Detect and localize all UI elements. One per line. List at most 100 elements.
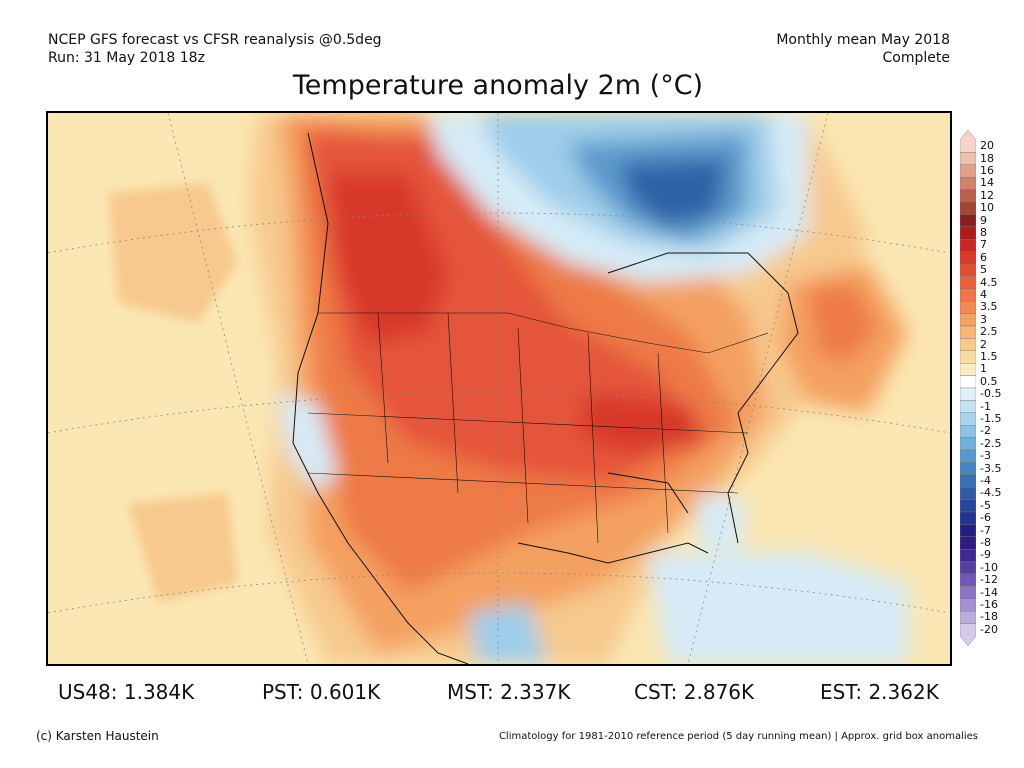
stat-mst: MST: 2.337K xyxy=(447,680,571,704)
colorbar-swatch xyxy=(960,511,976,525)
colorbar-swatch xyxy=(960,362,976,376)
colorbar-tick-label: 20 xyxy=(980,139,994,153)
colorbar-tick-label: -0.5 xyxy=(980,387,1002,401)
colorbar-tick-label: -4 xyxy=(980,474,991,487)
anomaly-map xyxy=(46,111,952,666)
anomaly-field xyxy=(248,113,908,664)
borders xyxy=(307,312,769,544)
stat-pst: PST: 0.601K xyxy=(262,680,381,704)
colorbar-tick-label: -3 xyxy=(980,449,991,463)
colorbar-tick-label: -1.5 xyxy=(980,412,1002,425)
colorbar-swatch xyxy=(960,338,976,351)
colorbar-swatch xyxy=(960,549,976,562)
coastlines xyxy=(292,132,799,664)
colorbar-swatch xyxy=(960,313,976,327)
colorbar-swatch xyxy=(960,400,976,413)
colorbar-swatch xyxy=(960,263,976,277)
colorbar-swatch xyxy=(960,214,976,228)
colorbar-swatch xyxy=(960,177,976,190)
colorbar-tick-label: -1 xyxy=(980,399,991,413)
colorbar-swatch xyxy=(960,238,976,252)
colorbar-swatch xyxy=(960,499,976,513)
colorbar-tick-label: 8 xyxy=(980,226,987,239)
colorbar-tick-label: 5 xyxy=(980,263,987,277)
colorbar-swatch xyxy=(960,487,976,500)
colorbar-swatch xyxy=(960,288,976,302)
colorbar-swatch xyxy=(960,561,976,575)
colorbar-swatch xyxy=(960,611,976,624)
colorbar-swatch xyxy=(960,536,976,550)
colorbar-tick-label: 7 xyxy=(980,238,987,252)
model-description: NCEP GFS forecast vs CFSR reanalysis @0.… xyxy=(48,32,382,48)
colorbar-swatch xyxy=(960,251,976,265)
colorbar-tick-label: 2.5 xyxy=(980,325,998,339)
colorbar-tick-label: 12 xyxy=(980,188,994,202)
colorbar-tick-label: 3.5 xyxy=(980,300,998,314)
stat-us48: US48: 1.384K xyxy=(58,680,195,704)
colorbar-tick-label: -20 xyxy=(980,622,998,636)
completion-status: Complete xyxy=(882,50,950,66)
colorbar-tick-label: -10 xyxy=(980,560,998,574)
colorbar-swatch xyxy=(960,598,976,612)
colorbar-tick-label: 18 xyxy=(980,151,994,165)
header-left: NCEP GFS forecast vs CFSR reanalysis @0.… xyxy=(48,31,382,67)
colorbar-swatch xyxy=(960,130,976,153)
colorbar-tick-label: -4.5 xyxy=(980,486,1002,500)
colorbar-swatch xyxy=(960,387,976,401)
colorbar-tick-label: 1.5 xyxy=(980,350,998,363)
colorbar-swatch xyxy=(960,412,976,426)
colorbar-tick-label: -2 xyxy=(980,424,991,438)
colorbar-swatch xyxy=(960,573,976,587)
colorbar-tick-label: 4.5 xyxy=(980,275,998,289)
colorbar-tick-label: -12 xyxy=(980,573,998,587)
colorbar-tick-label: 0.5 xyxy=(980,374,998,388)
colorbar-tick-label: 3 xyxy=(980,312,987,326)
colorbar xyxy=(960,130,976,646)
map-canvas xyxy=(48,113,950,664)
colorbar-swatch xyxy=(960,226,976,240)
colorbar-tick-label: 14 xyxy=(980,176,994,190)
climatology-note: Climatology for 1981-2010 reference peri… xyxy=(498,731,978,742)
colorbar-swatch xyxy=(960,350,976,364)
colorbar-swatch xyxy=(960,300,976,314)
colorbar-tick-label: -7 xyxy=(980,523,991,537)
colorbar-tick-label: -16 xyxy=(980,598,998,611)
colorbar-swatch xyxy=(960,462,976,475)
colorbar-swatch xyxy=(960,152,976,165)
colorbar-swatch xyxy=(960,325,976,339)
header-right: Monthly mean May 2018 Complete xyxy=(776,31,950,67)
stat-cst: CST: 2.876K xyxy=(634,680,755,704)
colorbar-tick-label: -5 xyxy=(980,498,991,512)
colorbar-swatch xyxy=(960,474,976,488)
colorbar-swatch xyxy=(960,586,976,599)
colorbar-swatch xyxy=(960,623,976,646)
colorbar-tick-label: 16 xyxy=(980,164,994,177)
colorbar-swatch xyxy=(960,276,976,289)
colorbar-tick-label: 10 xyxy=(980,201,994,215)
colorbar-tick-label: 6 xyxy=(980,250,987,264)
period-label: Monthly mean May 2018 xyxy=(776,32,950,48)
colorbar-swatch xyxy=(960,189,976,203)
colorbar-tick-label: -8 xyxy=(980,536,991,549)
colorbar-tick-label: 4 xyxy=(980,288,987,301)
colorbar-swatch xyxy=(960,524,976,537)
colorbar-tick-label: -9 xyxy=(980,548,991,562)
graticule xyxy=(48,113,950,664)
colorbar-tick-label: 1 xyxy=(980,362,987,376)
colorbar-swatch xyxy=(960,449,976,463)
map-title: Temperature anomaly 2m (°C) xyxy=(292,70,704,101)
run-time: Run: 31 May 2018 18z xyxy=(48,50,205,66)
colorbar-swatch xyxy=(960,425,976,438)
colorbar-swatch xyxy=(960,437,976,451)
colorbar-swatch xyxy=(960,375,976,389)
copyright: (c) Karsten Haustein xyxy=(36,729,159,743)
colorbar-tick-label: -18 xyxy=(980,610,998,624)
anomaly-detail xyxy=(108,183,238,603)
colorbar-swatch xyxy=(960,201,976,215)
stat-est: EST: 2.362K xyxy=(820,680,939,704)
colorbar-tick-label: -2.5 xyxy=(980,436,1002,450)
colorbar-tick-label: 2 xyxy=(980,337,987,351)
colorbar-tick-label: -14 xyxy=(980,585,998,599)
colorbar-tick-label: 9 xyxy=(980,213,987,227)
colorbar-swatch xyxy=(960,164,976,178)
